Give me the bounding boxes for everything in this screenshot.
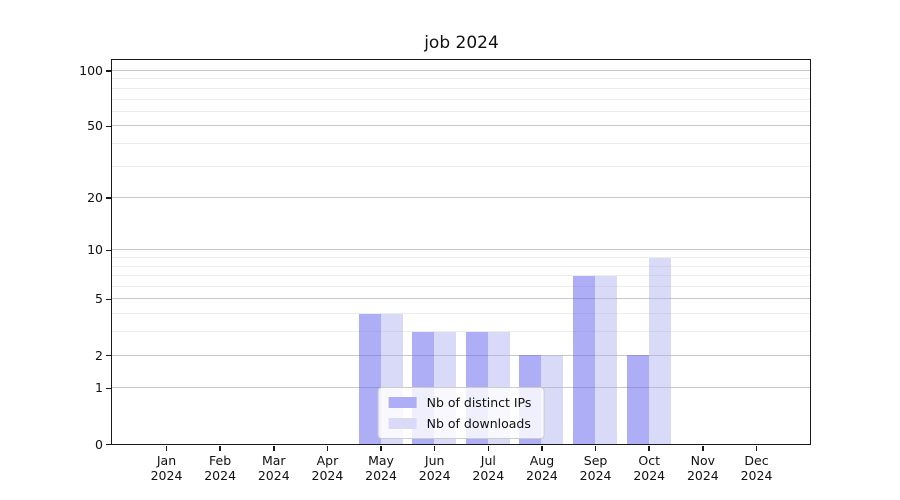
y-tick-label-10: 10 (87, 242, 103, 258)
gridline-minor-80 (112, 87, 810, 89)
x-tick-mark-jun (433, 446, 436, 451)
x-tick-mark-feb (219, 446, 221, 451)
x-tick-label-feb: Feb 2024 (204, 453, 237, 484)
x-tick-mark-oct (648, 446, 650, 451)
legend-label-distinct-ips: Nb of distinct IPs (426, 395, 532, 410)
y-tick-label-2: 2 (95, 347, 103, 363)
y-tick-label-20: 20 (87, 190, 103, 206)
x-tick-label-oct: Oct 2024 (633, 453, 666, 484)
legend-label-downloads: Nb of downloads (426, 416, 531, 431)
y-tick-mark-2 (106, 354, 111, 357)
x-tick-label-nov: Nov 2024 (686, 453, 719, 484)
gridline-minor-70 (112, 98, 810, 100)
x-tick-mark-may (380, 446, 382, 451)
y-tick-label-50: 50 (87, 118, 103, 134)
legend-swatch-downloads (388, 418, 417, 429)
x-tick-label-dec: Dec 2024 (740, 453, 773, 484)
x-tick-label-mar: Mar 2024 (257, 453, 290, 484)
y-tick-mark-50 (106, 125, 111, 128)
legend-swatch-distinct-ips (388, 397, 417, 408)
legend: Nb of distinct IPs Nb of downloads (377, 387, 545, 439)
y-tick-mark-20 (106, 197, 111, 199)
gridline-minor-90 (112, 78, 810, 80)
bar-may-distinct-ips (358, 313, 381, 444)
gridline-major-10 (112, 249, 810, 251)
x-tick-mark-apr (326, 446, 329, 451)
gridline-minor-8 (112, 265, 810, 267)
bar-oct-distinct-ips (626, 355, 649, 444)
gridline-minor-4 (112, 313, 810, 315)
y-tick-mark-1 (106, 387, 111, 390)
gridline-minor-6 (112, 286, 810, 288)
x-tick-label-jul: Jul 2024 (472, 453, 505, 484)
gridline-major-20 (112, 197, 810, 199)
bar-sep-distinct-ips (573, 275, 596, 444)
x-tick-label-sep: Sep 2024 (579, 453, 612, 484)
y-tick-label-100: 100 (79, 63, 103, 78)
x-tick-mark-nov (702, 446, 704, 451)
y-tick-label-0: 0 (95, 436, 103, 452)
x-tick-mark-dec (755, 446, 758, 451)
legend-item-distinct-ips: Nb of distinct IPs (388, 395, 532, 410)
gridline-minor-40 (112, 142, 810, 144)
gridline-minor-60 (112, 110, 810, 112)
x-tick-label-may: May 2024 (365, 453, 397, 484)
chart-title: job 2024 (424, 33, 499, 53)
y-tick-mark-100 (106, 70, 111, 72)
gridline-major-100 (112, 70, 810, 71)
bar-oct-downloads (648, 257, 671, 444)
x-tick-mark-aug (541, 446, 543, 451)
x-tick-mark-jan (165, 446, 168, 451)
y-tick-mark-5 (106, 298, 111, 301)
x-tick-label-jun: Jun 2024 (418, 453, 451, 484)
y-tick-label-5: 5 (95, 291, 103, 307)
gridline-minor-9 (112, 257, 810, 259)
bar-aug-downloads (541, 355, 564, 444)
gridline-major-50 (112, 125, 810, 127)
gridline-major-2 (112, 354, 810, 356)
x-tick-label-aug: Aug 2024 (526, 453, 558, 484)
x-tick-mark-mar (273, 446, 275, 451)
x-tick-mark-jul (487, 446, 490, 451)
plot-area: Nb of distinct IPs Nb of downloads (111, 59, 811, 445)
x-tick-mark-sep (594, 446, 597, 451)
gridline-major-5 (112, 298, 810, 300)
gridline-minor-30 (112, 165, 810, 167)
y-tick-mark-10 (106, 249, 111, 252)
y-tick-label-1: 1 (95, 380, 103, 396)
legend-item-downloads: Nb of downloads (388, 416, 532, 431)
gridline-minor-3 (112, 331, 810, 333)
gridline-minor-7 (112, 275, 810, 277)
x-tick-label-apr: Apr 2024 (311, 453, 344, 484)
y-tick-mark-0 (106, 443, 111, 446)
x-tick-label-jan: Jan 2024 (150, 453, 183, 484)
bar-sep-downloads (595, 275, 618, 444)
